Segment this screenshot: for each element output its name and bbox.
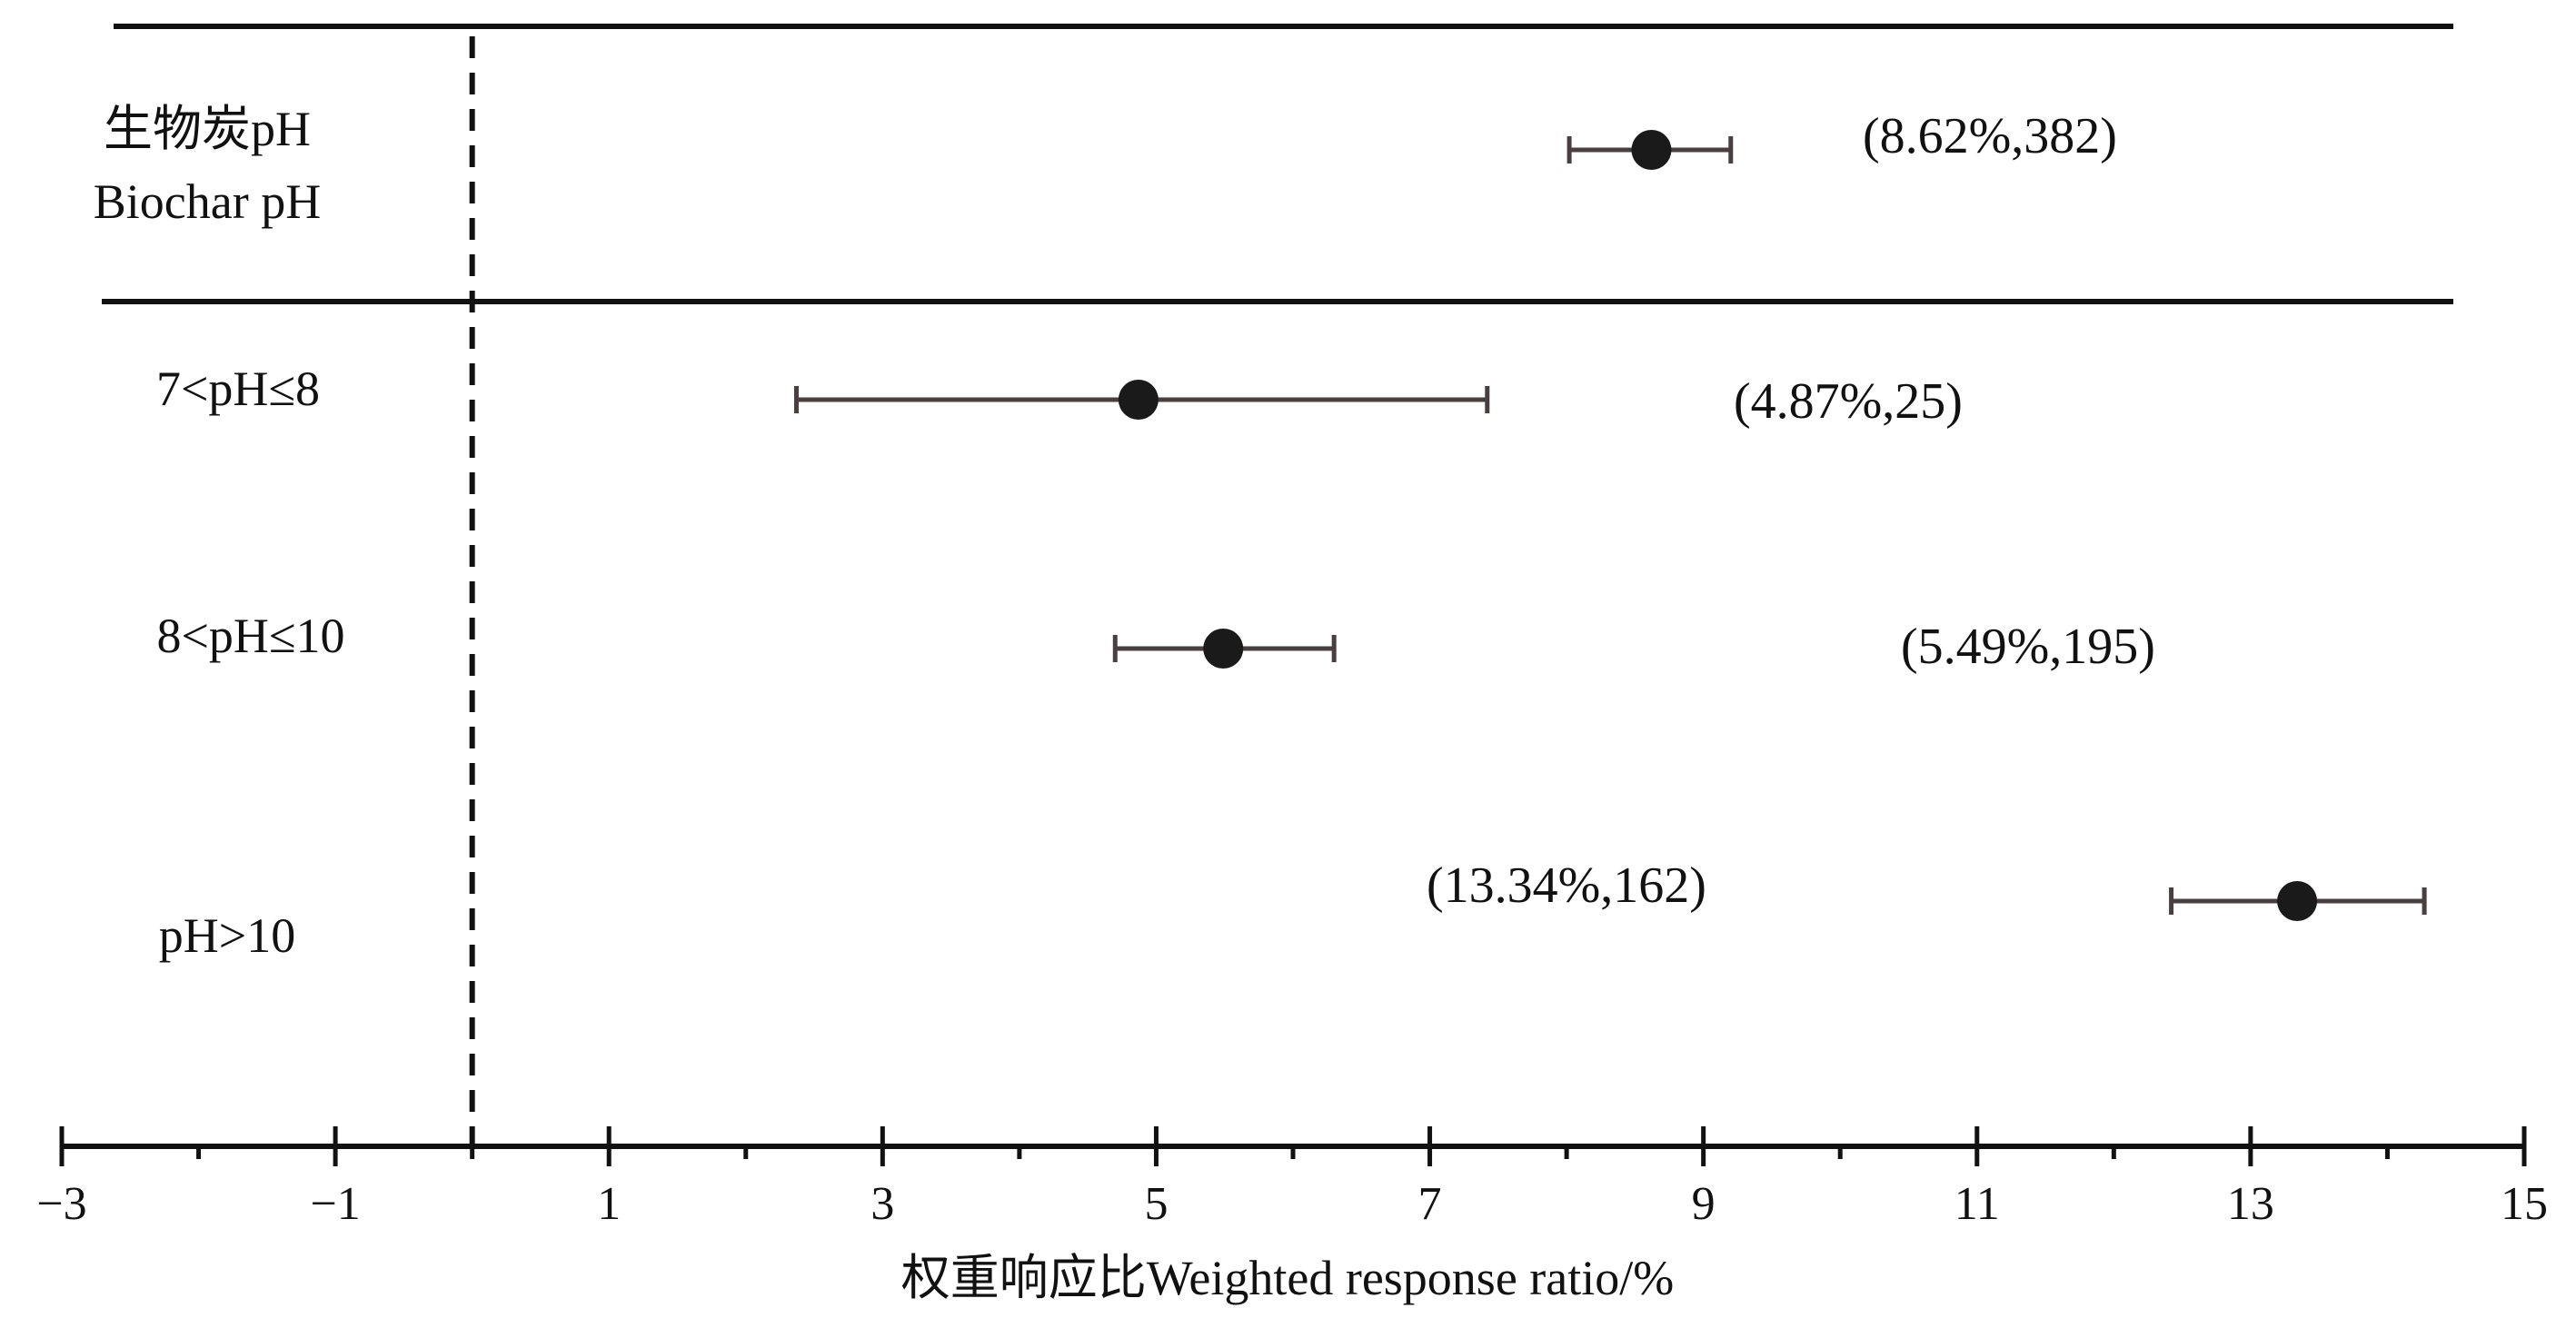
- effect-annotation: (8.62%,382): [1863, 108, 2117, 164]
- category-label: 生物炭pH: [104, 102, 311, 156]
- category-label: Biochar pH: [94, 174, 321, 229]
- effect-annotation: (5.49%,195): [1901, 619, 2155, 675]
- x-axis-title: 权重响应比Weighted response ratio/%: [901, 1251, 1674, 1305]
- mean-point: [1631, 130, 1672, 170]
- category-label: 7<pH≤8: [156, 362, 320, 416]
- x-tick-label: 5: [1144, 1178, 1168, 1230]
- plot-marks: [793, 130, 2427, 921]
- x-tick-label: −3: [36, 1178, 86, 1230]
- x-tick-label: 7: [1418, 1178, 1442, 1230]
- x-tick-label: 1: [597, 1178, 621, 1230]
- plot-frame: [59, 24, 2527, 1166]
- effect-annotation: (13.34%,162): [1427, 857, 1706, 914]
- x-tick-label: 3: [870, 1178, 894, 1230]
- mean-point: [1203, 629, 1244, 669]
- category-label: 8<pH≤10: [156, 609, 344, 663]
- x-tick-label: 15: [2501, 1178, 2548, 1230]
- effect-annotation: (4.87%,25): [1734, 373, 1963, 430]
- mean-point: [2277, 881, 2318, 921]
- mean-point: [1118, 380, 1159, 420]
- x-tick-label: −1: [310, 1178, 360, 1230]
- x-tick-label: 11: [1954, 1178, 2000, 1230]
- category-label: pH>10: [159, 908, 295, 963]
- x-tick-label: 9: [1692, 1178, 1716, 1230]
- x-tick-label: 13: [2227, 1178, 2274, 1230]
